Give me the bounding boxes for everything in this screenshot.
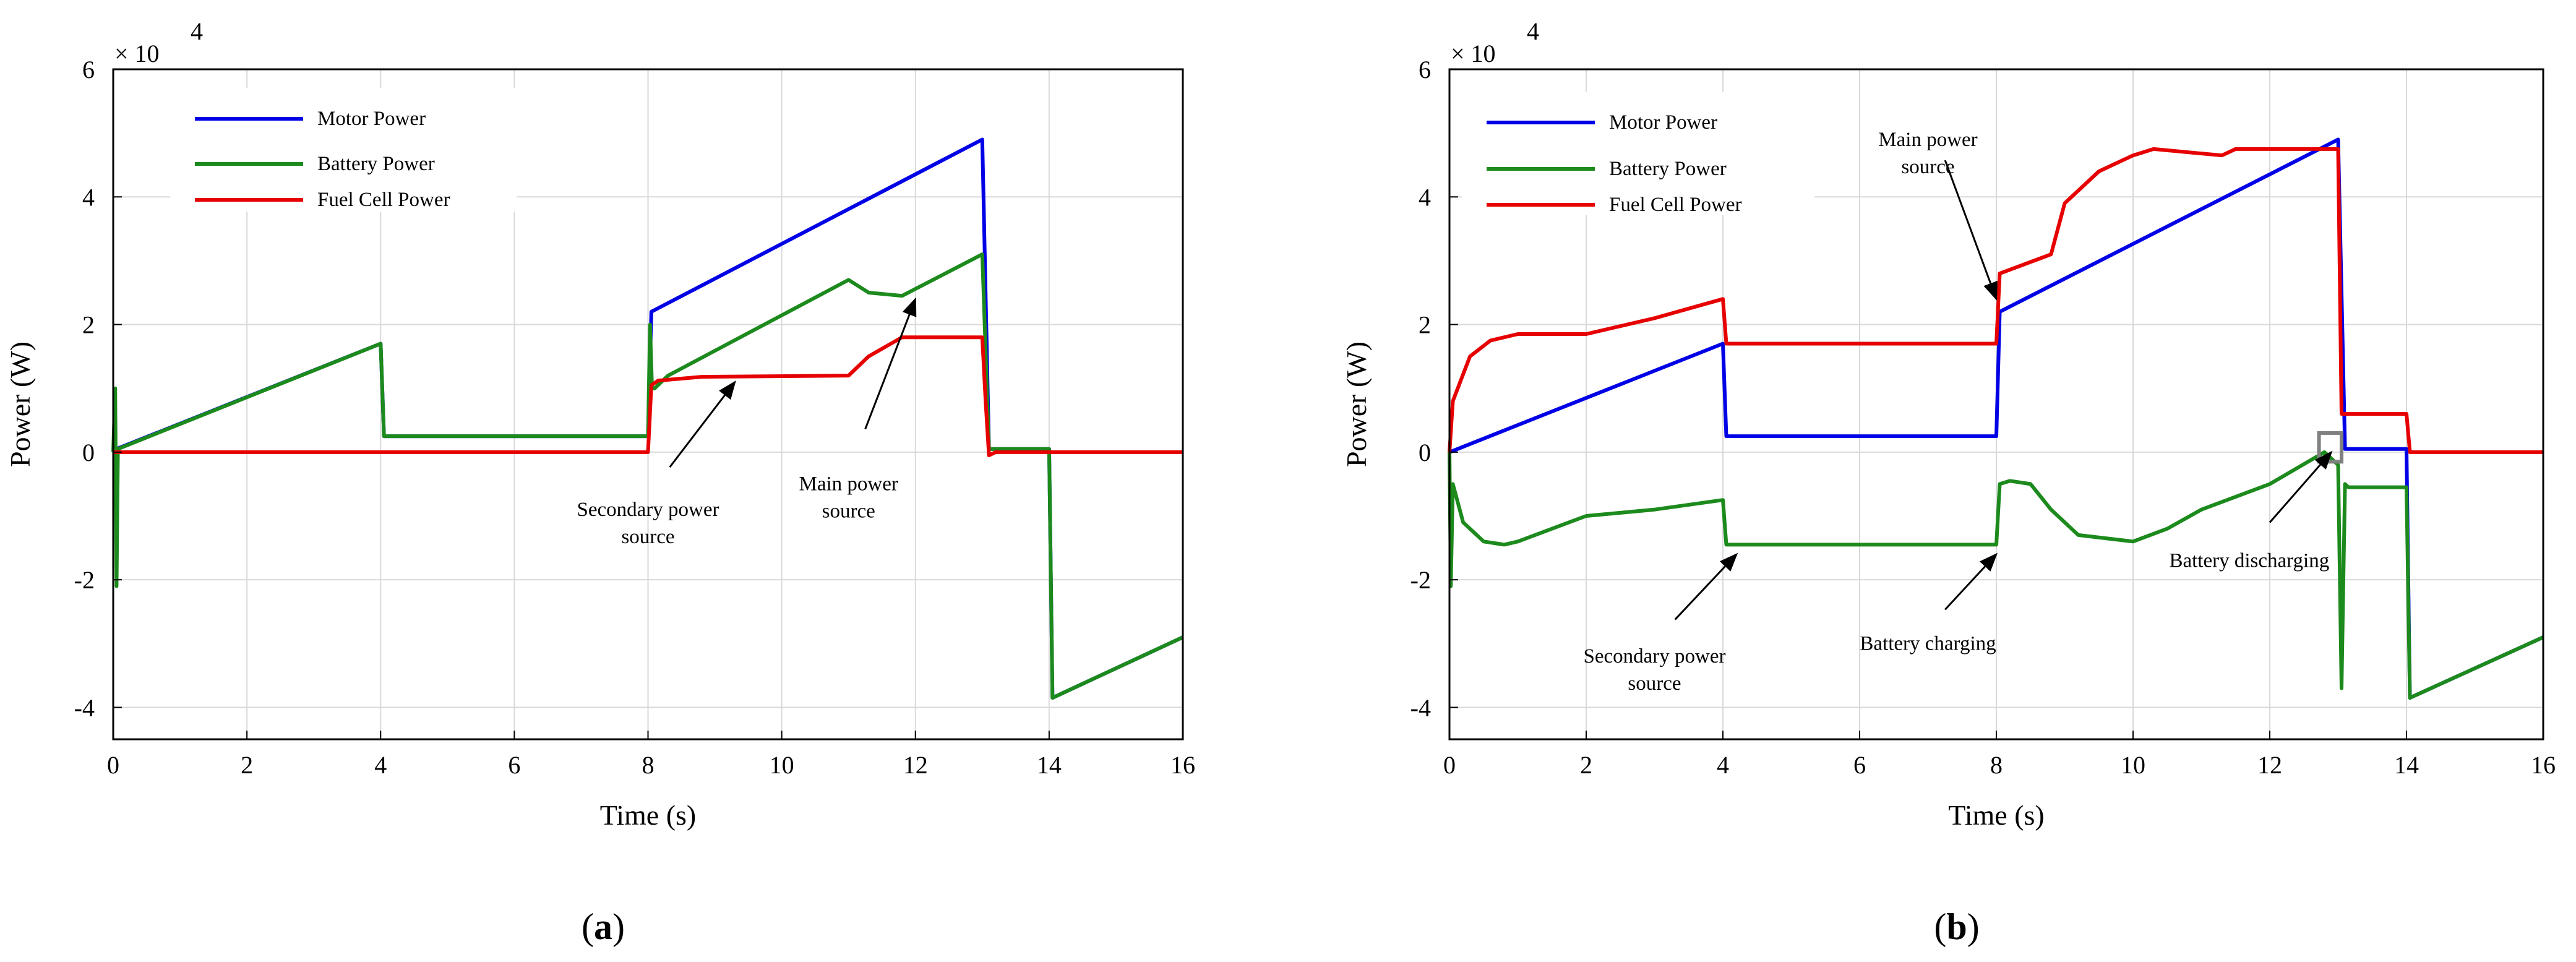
x-axis-label: Time (s) — [600, 799, 697, 831]
annotation-label: Secondary power source — [1583, 645, 1725, 695]
legend-label: Motor Power — [1609, 111, 1717, 134]
annotation-label: Secondary power source — [577, 499, 719, 548]
x-tick-label: 14 — [1037, 751, 1062, 779]
legend-label: Motor Power — [317, 108, 426, 130]
y-tick-label: 6 — [1419, 56, 1431, 84]
y-tick-label: 2 — [1419, 311, 1431, 339]
y-exponent-power: 4 — [191, 17, 203, 45]
legend-box — [170, 88, 517, 212]
caption-b: (b) — [1934, 906, 1979, 947]
x-axis-label: Time (s) — [1948, 799, 2045, 831]
x-tick-label: 4 — [1717, 751, 1729, 779]
annotation-arrow — [1944, 160, 1998, 301]
x-tick-label: 6 — [1853, 751, 1866, 779]
legend-label: Fuel Cell Power — [1609, 194, 1741, 216]
x-tick-label: 14 — [2394, 751, 2419, 779]
annotation-label: Battery charging — [1860, 633, 1996, 655]
y-tick-label: 4 — [82, 183, 95, 211]
series-line-battery-power — [1448, 450, 2544, 700]
x-tick-label: 10 — [2121, 751, 2145, 779]
x-tick-label: 12 — [2257, 751, 2282, 779]
legend-label: Battery Power — [1609, 158, 1727, 180]
x-tick-label: 4 — [374, 751, 387, 779]
x-tick-label: 0 — [1443, 751, 1456, 779]
x-tick-label: 6 — [508, 751, 520, 779]
caption-a: (a) — [582, 906, 625, 947]
annotation-arrow — [669, 380, 736, 468]
annotation-arrow — [1944, 552, 1998, 611]
legend-box — [1462, 92, 1814, 215]
annotation-arrow — [1674, 552, 1738, 621]
x-tick-label: 8 — [642, 751, 655, 779]
panel-b: (b) 0 2 4 6 8 10 12 14 16 -4 -2 0 2 4 6 × 10 4 Time (s) Po… — [1341, 17, 2556, 947]
annotation-label: Battery discharging — [2169, 550, 2329, 572]
y-tick-label: -2 — [1410, 566, 1431, 594]
y-tick-label: -4 — [1410, 694, 1431, 721]
y-exponent-label: × 10 — [1451, 40, 1496, 67]
legend-label: Fuel Cell Power — [317, 189, 450, 211]
x-tick-label: 10 — [770, 751, 794, 779]
x-tick-label: 2 — [1580, 751, 1592, 779]
x-tick-label: 16 — [1170, 751, 1195, 779]
y-tick-label: 2 — [82, 311, 95, 339]
panel-a: (a) 0 2 4 6 8 10 12 14 16 -4 -2 0 2 4 6 × 10 4 Time (s) Po… — [4, 17, 1195, 947]
y-tick-label: 0 — [82, 439, 95, 466]
x-tick-label: 0 — [107, 751, 119, 779]
x-tick-label: 2 — [241, 751, 253, 779]
annotation-label: Main power source — [1878, 129, 1977, 178]
y-tick-label: 4 — [1419, 183, 1431, 211]
y-exponent-label: × 10 — [114, 40, 160, 67]
legend-label: Battery Power — [317, 153, 435, 175]
x-tick-label: 16 — [2531, 751, 2556, 779]
y-tick-label: 6 — [82, 56, 95, 84]
y-axis-label: Power (W) — [1341, 341, 1372, 467]
x-tick-label: 12 — [903, 751, 928, 779]
annotation-arrow — [2269, 450, 2333, 523]
annotation-label: Main power source — [799, 473, 898, 523]
series-line-fuel-cell-power — [113, 335, 1183, 457]
annotation-arrow — [864, 297, 917, 430]
x-tick-label: 8 — [1990, 751, 2003, 779]
y-axis-label: Power (W) — [4, 341, 36, 467]
y-tick-label: -2 — [74, 566, 95, 594]
series-line-fuel-cell-power — [1448, 147, 2543, 454]
y-exponent-power: 4 — [1527, 17, 1539, 45]
y-tick-label: 0 — [1419, 439, 1431, 466]
y-tick-label: -4 — [74, 694, 95, 721]
